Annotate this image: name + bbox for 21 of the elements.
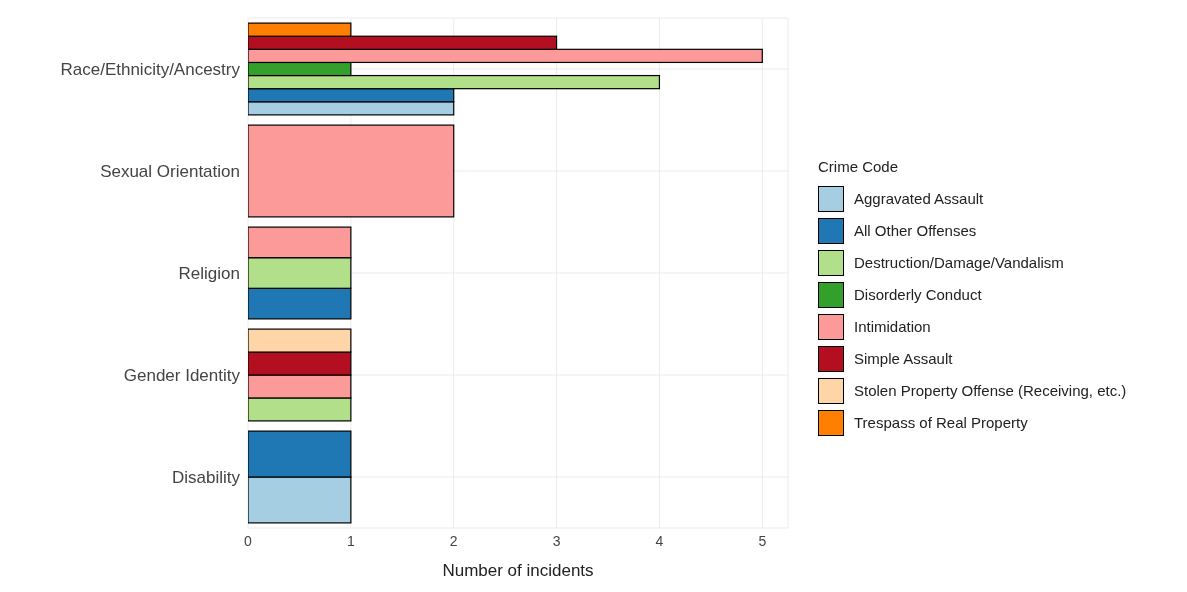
x-tick-label: 3 <box>552 532 561 549</box>
x-axis-title: Number of incidents <box>442 561 594 580</box>
legend-title: Crime Code <box>818 157 900 175</box>
legend-label: Disorderly Conduct <box>854 286 982 303</box>
legend-label: Aggravated Assault <box>854 190 984 207</box>
legend-label: Destruction/Damage/Vandalism <box>854 254 1064 271</box>
legend-label: Stolen Property Offense (Receiving, etc.) <box>854 382 1127 399</box>
legend-label: Trespass of Real Property <box>854 414 1028 431</box>
x-tick-label: 2 <box>449 532 458 549</box>
x-tick-label: 5 <box>758 532 767 549</box>
legend-label: Simple Assault <box>854 350 953 367</box>
legend-label: Intimidation <box>854 318 931 335</box>
y-tick-label: Race/Ethnicity/Ancestry <box>60 60 241 80</box>
y-tick-label: Religion <box>178 264 240 284</box>
y-tick-label: Gender Identity <box>123 366 241 386</box>
y-tick-label: Disability <box>171 468 241 488</box>
y-tick-label: Sexual Orientation <box>100 162 240 182</box>
x-tick-label: 4 <box>655 532 664 549</box>
x-tick-label: 0 <box>244 532 253 549</box>
legend-label: All Other Offenses <box>854 222 977 239</box>
x-tick-label: 1 <box>346 532 355 549</box>
